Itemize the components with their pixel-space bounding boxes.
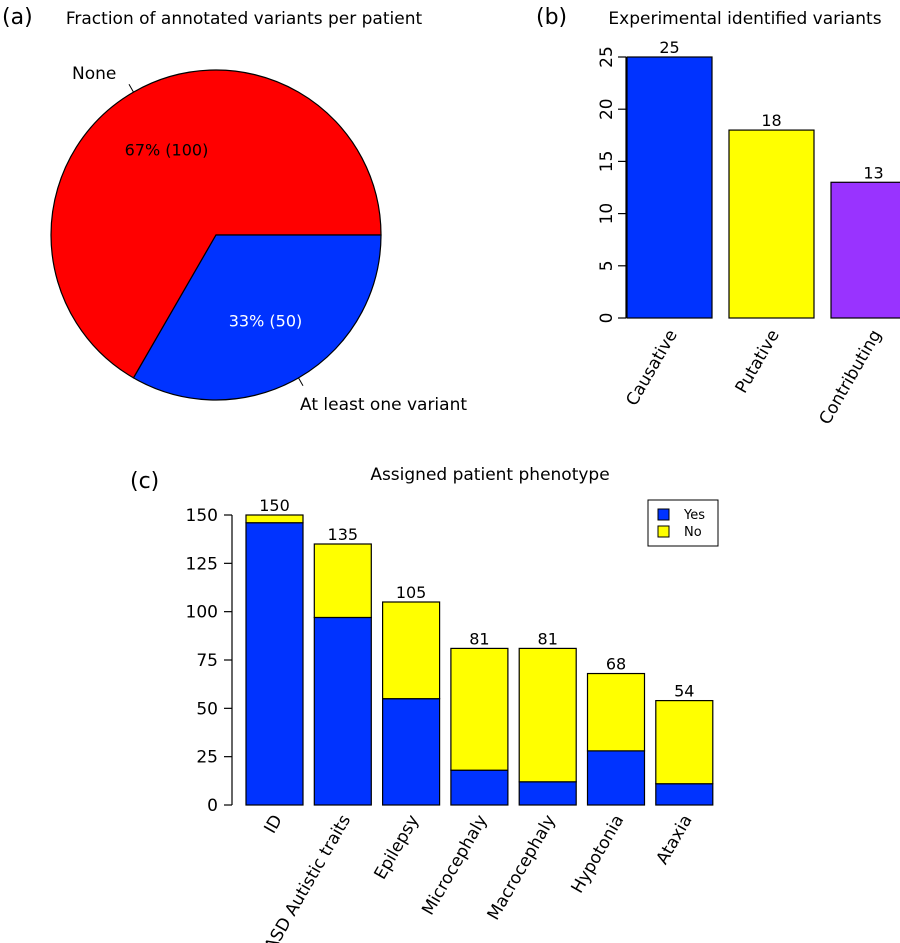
x-tick-label-causative: Causative xyxy=(622,327,681,410)
pie-value-label-at-least-one-variant: 33% (50) xyxy=(229,312,303,331)
bar-segment-epilepsy-no xyxy=(382,601,441,700)
x-tick-label-ataxia: Ataxia xyxy=(652,812,696,868)
bar-total-label-id: 150 xyxy=(259,496,290,515)
bar-segment-epilepsy-yes xyxy=(382,698,441,806)
y-tick-label: 20 xyxy=(597,98,617,120)
y-tick-label: 50 xyxy=(196,699,218,719)
bar-segment-microcephaly-no xyxy=(450,647,509,771)
y-tick-label: 25 xyxy=(196,748,218,768)
panel-label-a: (a) xyxy=(2,5,33,30)
bar-segment-hypotonia-yes xyxy=(586,750,646,806)
bar-putative xyxy=(728,129,815,319)
y-tick-label: 75 xyxy=(196,651,218,671)
bar-segment-asd-autistic-traits-no xyxy=(313,543,372,619)
bar-segment-hypotonia-no xyxy=(586,672,646,752)
x-tick-label-id: ID xyxy=(260,812,286,838)
x-tick-label-epilepsy: Epilepsy xyxy=(371,812,424,884)
pie-slice-none xyxy=(50,69,382,379)
phenotype-chart-title: Assigned patient phenotype xyxy=(370,465,609,485)
x-tick-label-macrocephaly: Macrocephaly xyxy=(484,812,560,924)
pie-slice-label-none: None xyxy=(72,64,116,84)
bar-value-label-putative: 18 xyxy=(761,111,781,130)
y-tick-label: 10 xyxy=(597,203,617,225)
bar-total-label-asd-autistic-traits: 135 xyxy=(328,525,359,544)
pie-leader-none xyxy=(128,84,134,93)
bar-segment-asd-autistic-traits-yes xyxy=(313,616,372,806)
bar-segment-id-yes xyxy=(245,522,304,806)
variants-bar-chart: 0 5 10 15 20 25 25 Causative 18 Putative 13 Contrib… xyxy=(597,38,900,428)
bar-segment-microcephaly-yes xyxy=(450,769,509,806)
legend: Yes No xyxy=(647,499,719,547)
y-tick-label: 0 xyxy=(597,313,617,324)
bar-value-label-contributing: 13 xyxy=(863,163,883,182)
y-tick-label: 15 xyxy=(597,151,617,173)
pie-value-label-none: 67% (100) xyxy=(125,140,209,159)
pie-title: Fraction of annotated variants per patie… xyxy=(66,9,423,29)
bar-total-label-microcephaly: 81 xyxy=(469,629,489,648)
bar-segment-ataxia-yes xyxy=(655,783,714,806)
bar-segment-macrocephaly-no xyxy=(518,647,577,783)
x-tick-label-hypotonia: Hypotonia xyxy=(567,812,628,897)
bar-total-label-ataxia: 54 xyxy=(674,682,694,701)
bar-segment-ataxia-no xyxy=(655,699,714,785)
legend-box xyxy=(647,499,719,547)
bar-contributing xyxy=(830,181,900,319)
pie-chart: 67% (100) None 33% (50) At least one varian… xyxy=(50,64,467,415)
y-tick-label: 100 xyxy=(186,603,218,623)
y-tick-label: 150 xyxy=(186,506,218,526)
y-tick-label: 25 xyxy=(597,46,617,68)
x-tick-label-contributing: Contributing xyxy=(816,327,886,429)
y-tick-label: 5 xyxy=(597,260,617,271)
bar-total-label-macrocephaly: 81 xyxy=(538,629,558,648)
legend-label-yes: Yes xyxy=(683,508,705,523)
bar-value-label-causative: 25 xyxy=(659,38,679,57)
bar-total-label-epilepsy: 105 xyxy=(396,583,427,602)
y-tick-label: 125 xyxy=(186,554,218,574)
bar-total-label-hypotonia: 68 xyxy=(606,655,626,674)
pie-slice-at-least-one-variant xyxy=(132,234,382,401)
x-tick-label-putative: Putative xyxy=(732,327,784,397)
legend-swatch-no xyxy=(657,525,670,538)
panel-label-b: (b) xyxy=(536,5,567,30)
pie-leader-at-least-one-variant xyxy=(298,377,304,386)
bar-causative xyxy=(626,56,713,319)
y-tick-label: 0 xyxy=(207,796,218,816)
bar-segment-macrocephaly-yes xyxy=(518,781,577,806)
bar-segment-id-no xyxy=(245,514,304,524)
legend-label-no: No xyxy=(684,525,702,540)
variants-chart-title: Experimental identified variants xyxy=(608,9,881,29)
pie-slice-label-at-least-one-variant: At least one variant xyxy=(300,395,467,415)
panel-label-c: (c) xyxy=(130,469,159,494)
x-tick-label-microcephaly: Microcephaly xyxy=(418,812,491,919)
legend-swatch-yes xyxy=(657,508,670,521)
